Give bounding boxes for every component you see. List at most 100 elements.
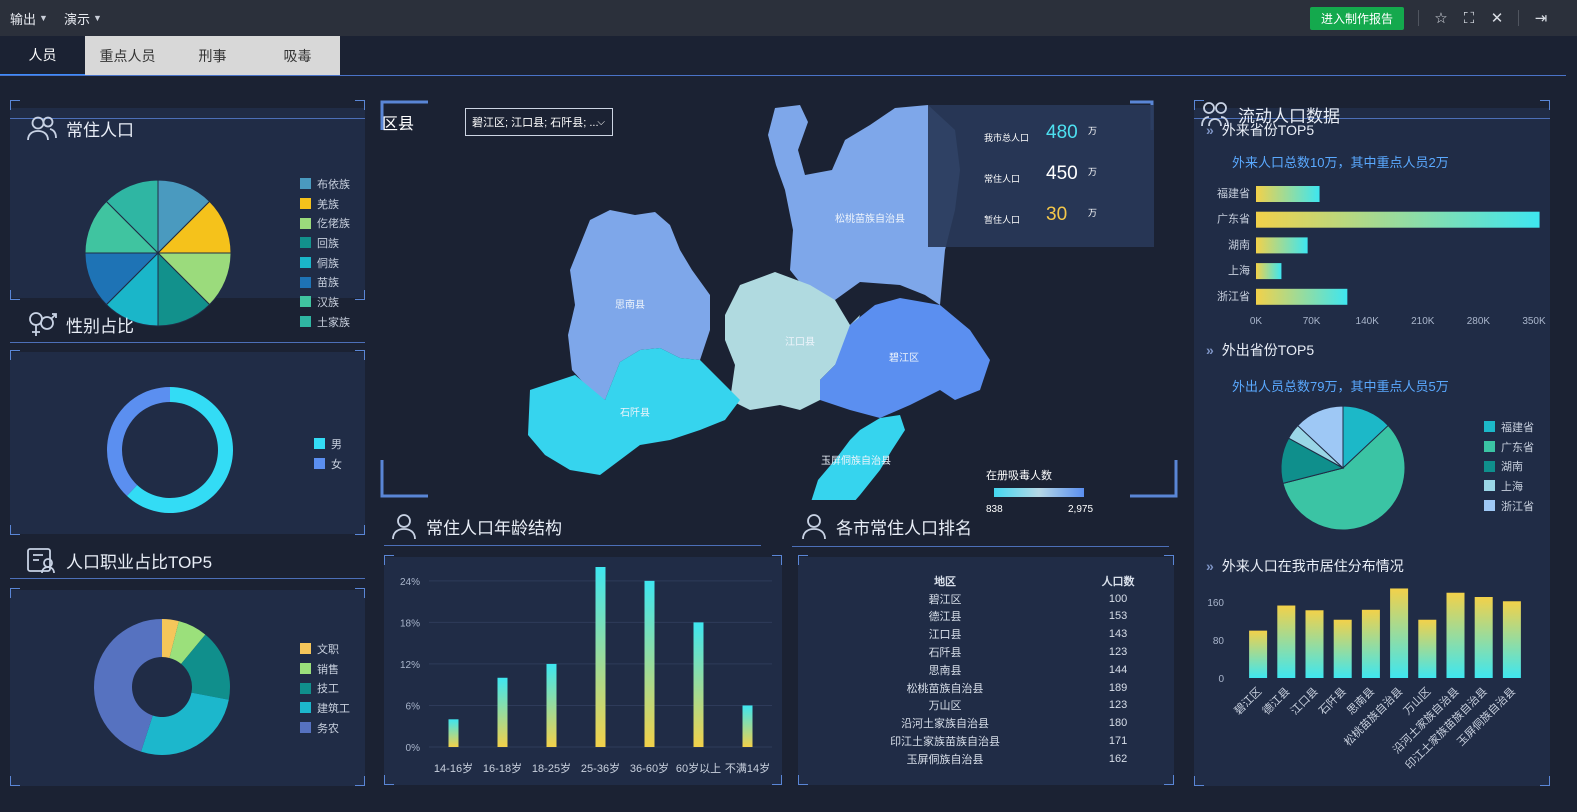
star-icon[interactable]: ☆ bbox=[1434, 10, 1448, 27]
resident-pie-slice[interactable] bbox=[84, 200, 160, 254]
resident-legend-item[interactable]: 苗族 bbox=[300, 272, 350, 292]
age-bar[interactable] bbox=[497, 677, 508, 747]
enter-report-button[interactable]: 进入制作报告 bbox=[1310, 7, 1404, 30]
map-region-sinan[interactable] bbox=[568, 210, 710, 400]
occupation-donut-slice[interactable] bbox=[162, 619, 179, 658]
table-row[interactable]: 玉屏侗族自治县 162 bbox=[812, 750, 1158, 768]
resident-pie-slice[interactable] bbox=[157, 179, 211, 255]
stat-value: 480 bbox=[1046, 122, 1078, 143]
resident-legend-item[interactable]: 汉族 bbox=[300, 292, 350, 312]
distribution-bar[interactable] bbox=[1277, 605, 1296, 678]
map-region-songtao[interactable] bbox=[768, 105, 960, 305]
distribution-bar[interactable] bbox=[1249, 630, 1268, 678]
gender-donut-slice[interactable] bbox=[126, 387, 233, 513]
legend-swatch bbox=[1484, 460, 1495, 472]
resident-pie-slice[interactable] bbox=[105, 179, 159, 255]
tab-criminal[interactable]: 刑事 bbox=[170, 36, 255, 76]
occupation-donut-slice[interactable] bbox=[140, 692, 229, 755]
gender-title-text: 性别占比 bbox=[66, 316, 134, 336]
resident-pie-slice[interactable] bbox=[157, 251, 211, 327]
legend-swatch bbox=[300, 682, 311, 694]
map-region-shiqian[interactable] bbox=[528, 348, 740, 475]
distribution-bar[interactable] bbox=[1474, 597, 1493, 678]
inflow-bar[interactable] bbox=[1256, 211, 1540, 228]
distribution-bar[interactable] bbox=[1333, 619, 1352, 678]
distribution-bar[interactable] bbox=[1305, 610, 1324, 678]
tab-key-people[interactable]: 重点人员 bbox=[85, 36, 170, 76]
occupation-legend-item[interactable]: 务农 bbox=[300, 718, 350, 738]
resident-legend-item[interactable]: 羌族 bbox=[300, 194, 350, 214]
map-region-yuping[interactable] bbox=[810, 415, 905, 500]
resident-legend-item[interactable]: 布依族 bbox=[300, 174, 350, 194]
resident-legend-item[interactable]: 仡佬族 bbox=[300, 213, 350, 233]
outflow-pie-slice[interactable] bbox=[1282, 424, 1406, 531]
x-tick-label: 70K bbox=[1303, 316, 1321, 327]
resident-legend: 布依族 羌族 仡佬族 回族 侗族 苗族 汉族 土家族 bbox=[300, 174, 350, 332]
occupation-legend-item[interactable]: 文职 bbox=[300, 639, 350, 659]
distribution-bar[interactable] bbox=[1502, 601, 1521, 678]
table-row[interactable]: 江口县 143 bbox=[812, 625, 1158, 643]
table-row[interactable]: 德江县 153 bbox=[812, 608, 1158, 626]
table-row[interactable]: 石阡县 123 bbox=[812, 643, 1158, 661]
age-bar[interactable] bbox=[546, 663, 557, 747]
age-bar[interactable] bbox=[742, 705, 753, 747]
gender-legend-item[interactable]: 女 bbox=[314, 454, 342, 474]
resident-pie-slice[interactable] bbox=[156, 252, 232, 306]
resident-legend-item[interactable]: 侗族 bbox=[300, 253, 350, 273]
distribution-bar[interactable] bbox=[1446, 592, 1465, 678]
county-select[interactable]: 碧江区; 江口县; 石阡县; ... ⌵ bbox=[465, 108, 613, 136]
occupation-legend-item[interactable]: 建筑工 bbox=[300, 698, 350, 718]
table-row[interactable]: 万山区 123 bbox=[812, 697, 1158, 715]
occupation-donut-slice[interactable] bbox=[94, 619, 162, 752]
outflow-legend-item[interactable]: 上海 bbox=[1484, 476, 1534, 496]
resident-legend-item[interactable]: 土家族 bbox=[300, 312, 350, 332]
age-bar[interactable] bbox=[693, 622, 704, 747]
table-row[interactable]: 沿河土家族自治县 180 bbox=[812, 714, 1158, 732]
outflow-legend-item[interactable]: 福建省 bbox=[1484, 417, 1534, 437]
close-icon[interactable]: ✕ bbox=[1490, 10, 1504, 27]
outflow-pie-slice[interactable] bbox=[1297, 405, 1344, 470]
outflow-legend-item[interactable]: 浙江省 bbox=[1484, 496, 1534, 516]
inflow-bar[interactable] bbox=[1256, 237, 1308, 254]
occupation-donut-slice[interactable] bbox=[169, 621, 206, 664]
tab-drug[interactable]: 吸毒 bbox=[255, 36, 340, 76]
resident-legend-item[interactable]: 回族 bbox=[300, 233, 350, 253]
resident-pie-slice[interactable] bbox=[84, 252, 160, 306]
distribution-bar[interactable] bbox=[1418, 619, 1437, 678]
menu-present[interactable]: 演示 ▼ bbox=[64, 9, 102, 28]
table-row[interactable]: 思南县 144 bbox=[812, 661, 1158, 679]
map-region-bijiang[interactable] bbox=[820, 298, 990, 418]
occupation-legend-item[interactable]: 销售 bbox=[300, 659, 350, 679]
occupation-legend-item[interactable]: 技工 bbox=[300, 678, 350, 698]
legend-label: 广东省 bbox=[1501, 441, 1534, 454]
fullscreen-icon[interactable]: ⛶ bbox=[1463, 9, 1475, 27]
inflow-bar[interactable] bbox=[1256, 186, 1320, 202]
map-region-jiangkou[interactable] bbox=[725, 272, 860, 410]
distribution-bar[interactable] bbox=[1390, 588, 1409, 678]
age-bar[interactable] bbox=[644, 580, 655, 747]
age-bar[interactable] bbox=[448, 719, 459, 747]
age-bar[interactable] bbox=[595, 567, 606, 747]
tab-people[interactable]: 人员 bbox=[0, 36, 85, 76]
outflow-legend-item[interactable]: 广东省 bbox=[1484, 437, 1534, 457]
gender-donut-slice[interactable] bbox=[106, 387, 170, 496]
menu-output[interactable]: 输出 ▼ bbox=[10, 9, 48, 28]
gender-legend-item[interactable]: 男 bbox=[314, 434, 342, 454]
inflow-bar[interactable] bbox=[1256, 263, 1282, 280]
occupation-title: 人口职业占比TOP5 bbox=[26, 546, 212, 574]
panel-corner bbox=[772, 555, 782, 565]
resident-pie-slice[interactable] bbox=[105, 251, 159, 327]
inflow-bar[interactable] bbox=[1256, 288, 1348, 305]
exit-icon[interactable]: ⇥ bbox=[1534, 10, 1548, 27]
occupation-donut-slice[interactable] bbox=[181, 634, 230, 700]
resident-title: 常住人口 bbox=[26, 114, 134, 142]
resident-pie-chart bbox=[84, 179, 232, 327]
distribution-bar[interactable] bbox=[1361, 609, 1380, 678]
resident-pie-slice[interactable] bbox=[156, 200, 232, 254]
table-row[interactable]: 松桃苗族自治县 189 bbox=[812, 679, 1158, 697]
population-stat: 暂住人口 30 万 bbox=[928, 204, 1154, 234]
table-row[interactable]: 印江土家族苗族自治县 171 bbox=[812, 732, 1158, 750]
table-row[interactable]: 碧江区 100 bbox=[812, 590, 1158, 608]
outflow-legend-item[interactable]: 湖南 bbox=[1484, 456, 1534, 476]
